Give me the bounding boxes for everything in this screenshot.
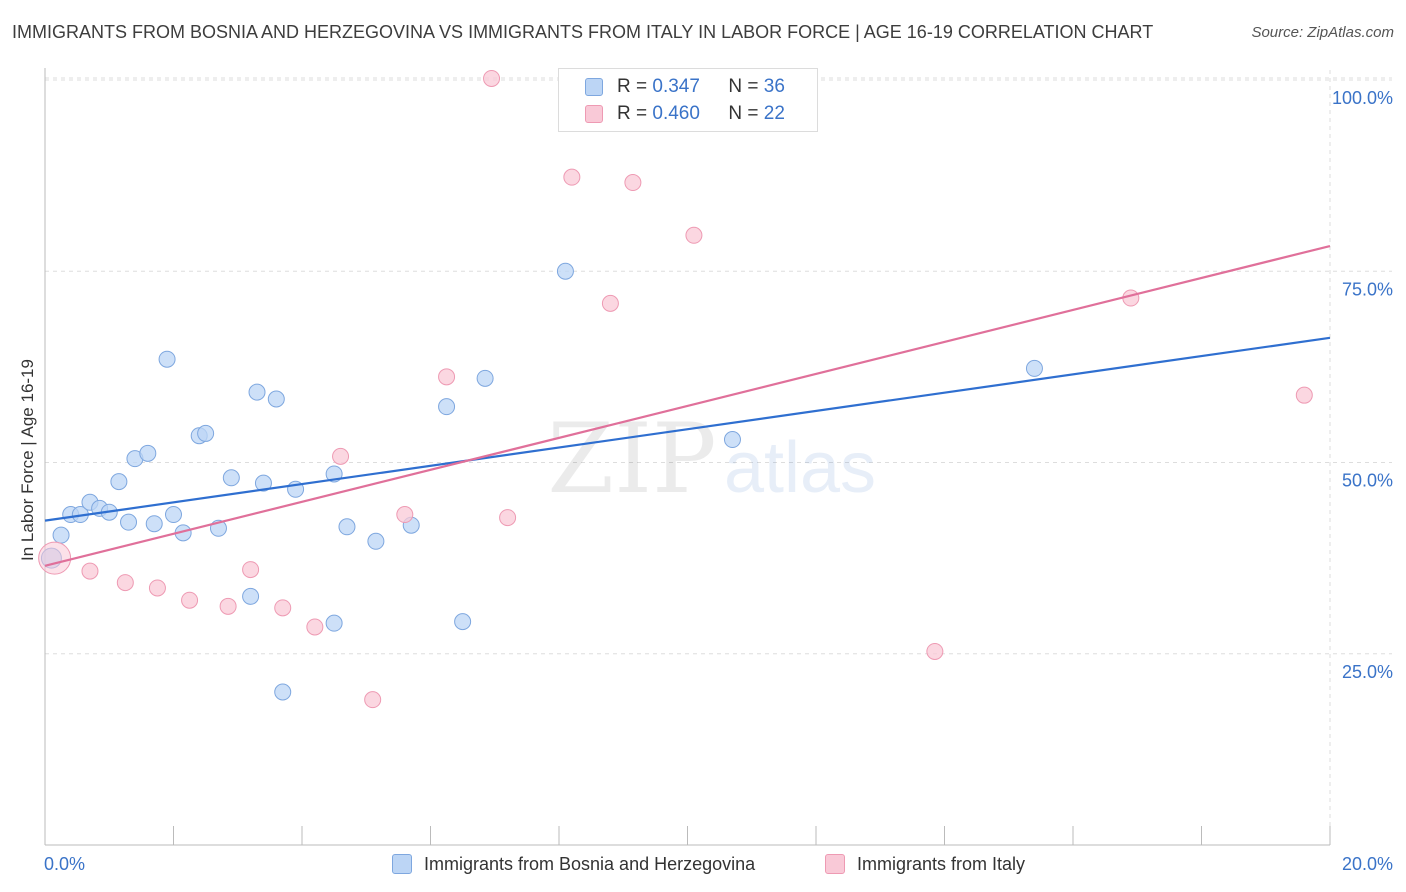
y-tick-label: 50.0% bbox=[1342, 471, 1393, 491]
point-bosnia bbox=[338, 518, 356, 536]
bottom-legend-swatch-italy bbox=[825, 854, 845, 874]
point-italy bbox=[483, 69, 501, 87]
chart-title: IMMIGRANTS FROM BOSNIA AND HERZEGOVINA V… bbox=[12, 22, 1154, 42]
bottom-legend-bosnia: Immigrants from Bosnia and Herzegovina bbox=[392, 852, 755, 876]
point-bosnia bbox=[158, 350, 176, 368]
x-tick-label: 0.0% bbox=[44, 854, 85, 874]
y-axis-label: In Labor Force | Age 16-19 bbox=[18, 359, 37, 561]
point-bosnia bbox=[723, 431, 741, 449]
point-bosnia bbox=[267, 390, 285, 408]
legend-row-italy: R = 0.460 N = 22 bbox=[585, 102, 785, 126]
legend-row-bosnia: R = 0.347 N = 36 bbox=[585, 75, 785, 99]
trend-line-bosnia bbox=[44, 336, 1331, 522]
point-italy bbox=[926, 642, 944, 660]
legend-n-label: N = bbox=[728, 103, 759, 124]
bottom-legend-swatch-bosnia bbox=[392, 854, 412, 874]
trend-line-italy bbox=[44, 244, 1331, 567]
legend-n-label: N = bbox=[728, 76, 759, 97]
point-italy bbox=[396, 506, 414, 524]
series-italy-points bbox=[38, 69, 1313, 709]
point-italy bbox=[438, 368, 456, 386]
point-italy bbox=[181, 591, 199, 609]
series-bosnia-points bbox=[40, 262, 1043, 701]
legend-n-value-bosnia: 36 bbox=[763, 76, 785, 97]
point-bosnia bbox=[197, 424, 215, 442]
legend-r-value-bosnia: 0.347 bbox=[652, 76, 700, 97]
legend-swatch-italy bbox=[585, 105, 603, 123]
point-italy bbox=[306, 618, 324, 636]
source-credit: Source: ZipAtlas.com bbox=[1251, 24, 1394, 41]
point-italy bbox=[499, 509, 517, 527]
point-italy bbox=[81, 562, 99, 580]
point-bosnia bbox=[438, 398, 456, 416]
point-bosnia bbox=[242, 587, 260, 605]
point-bosnia bbox=[274, 683, 292, 701]
point-italy bbox=[219, 597, 237, 615]
point-bosnia bbox=[325, 614, 343, 632]
point-bosnia bbox=[110, 473, 128, 491]
point-italy bbox=[38, 541, 72, 575]
point-bosnia bbox=[367, 532, 385, 550]
bottom-legend-label-bosnia: Immigrants from Bosnia and Herzegovina bbox=[424, 853, 756, 874]
point-bosnia bbox=[52, 526, 70, 544]
bottom-legend-label-italy: Immigrants from Italy bbox=[857, 853, 1026, 874]
stats-legend: R = 0.347 N = 36 R = 0.460 N = 22 bbox=[558, 68, 818, 132]
point-bosnia bbox=[165, 506, 182, 524]
point-italy bbox=[274, 599, 292, 617]
point-bosnia bbox=[120, 513, 138, 531]
point-italy bbox=[148, 579, 166, 597]
legend-n-value-italy: 22 bbox=[763, 103, 785, 124]
watermark: ZIP atlas bbox=[547, 403, 876, 515]
x-tick-label: 20.0% bbox=[1342, 854, 1393, 874]
point-italy bbox=[364, 691, 382, 709]
legend-r-label: R = bbox=[617, 103, 648, 124]
y-tick-label: 100.0% bbox=[1332, 88, 1393, 108]
point-italy bbox=[685, 226, 703, 244]
legend-swatch-bosnia bbox=[585, 78, 603, 96]
legend-r-label: R = bbox=[617, 76, 648, 97]
tick-labels: 25.0% 50.0% 75.0% 100.0% 0.0% 20.0% bbox=[44, 88, 1393, 874]
point-bosnia bbox=[248, 383, 266, 401]
y-tick-label: 75.0% bbox=[1342, 279, 1393, 299]
point-italy bbox=[601, 294, 619, 312]
watermark-atlas: atlas bbox=[724, 428, 876, 508]
trend-lines bbox=[44, 244, 1331, 567]
point-bosnia bbox=[222, 469, 240, 487]
gridlines bbox=[45, 70, 1392, 845]
point-italy bbox=[563, 168, 581, 186]
point-bosnia bbox=[454, 613, 472, 631]
point-bosnia bbox=[556, 262, 574, 280]
y-tick-label: 25.0% bbox=[1342, 662, 1393, 682]
bottom-legend-italy: Immigrants from Italy bbox=[825, 852, 1025, 876]
point-bosnia bbox=[254, 474, 272, 492]
axes bbox=[44, 68, 1331, 846]
point-italy bbox=[624, 174, 642, 192]
legend-r-value-italy: 0.460 bbox=[652, 103, 700, 124]
point-bosnia bbox=[1025, 359, 1043, 377]
point-bosnia bbox=[145, 515, 163, 533]
point-bosnia bbox=[139, 444, 157, 462]
point-italy bbox=[116, 574, 134, 592]
point-italy bbox=[242, 561, 260, 579]
point-bosnia bbox=[476, 369, 494, 387]
watermark-zip: ZIP bbox=[547, 403, 716, 515]
point-italy bbox=[332, 447, 350, 465]
point-italy bbox=[1295, 386, 1313, 404]
